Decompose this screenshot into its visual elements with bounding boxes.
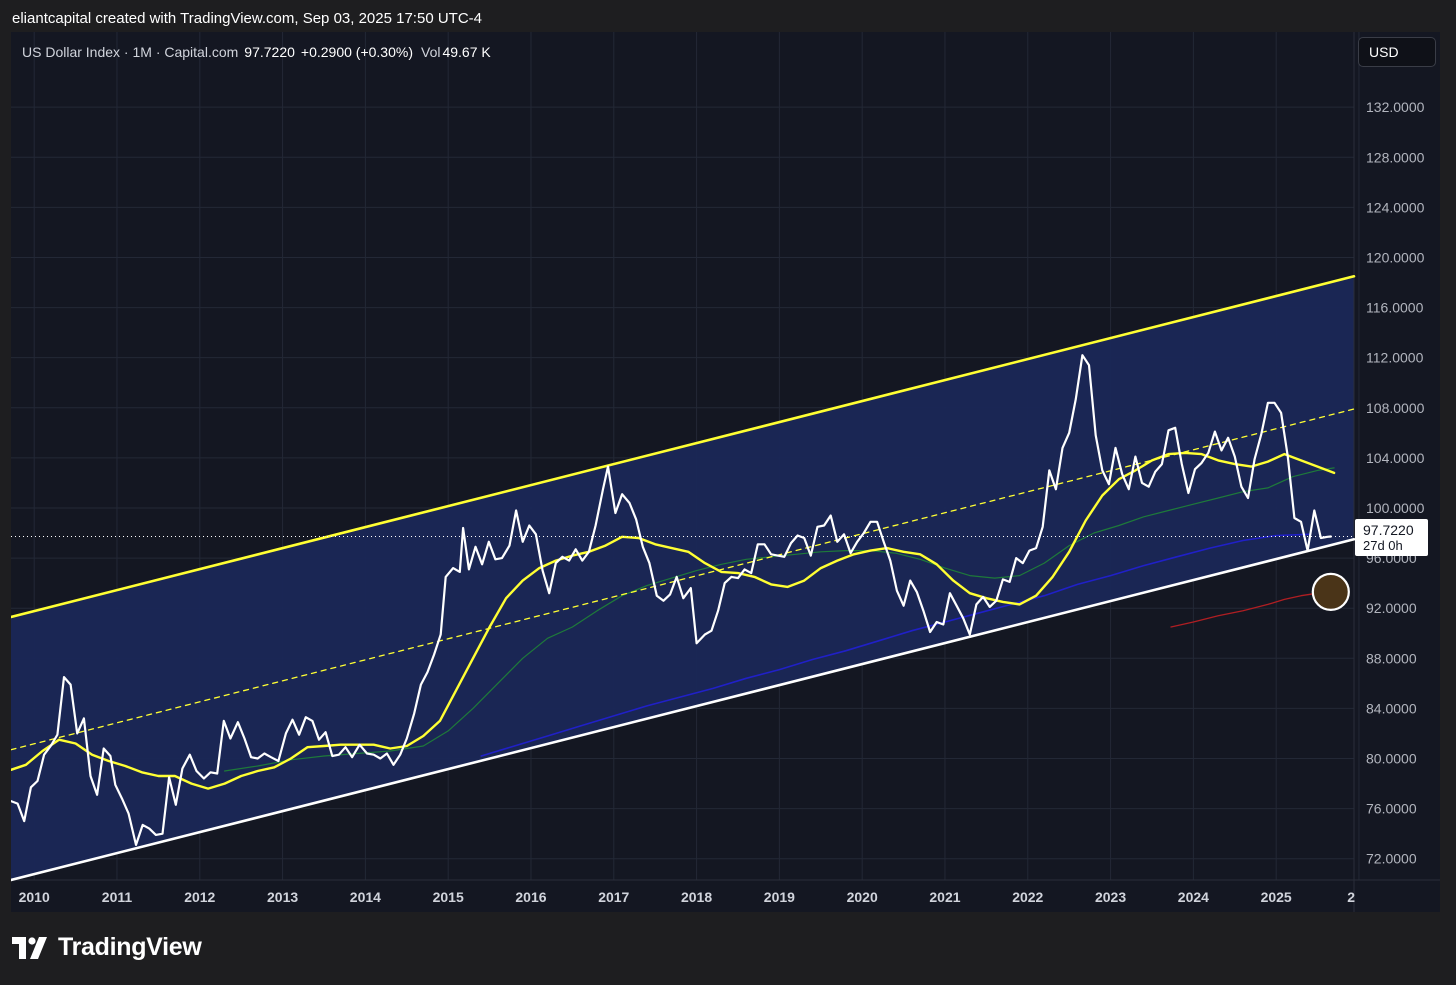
chart-area[interactable]: 72.0000 76.0000 80.0000 84.0000 88.0000 92.00… [11,32,1440,912]
x-tick-label: 2024 [1178,889,1209,905]
symbol-label[interactable]: US Dollar Index · 1M · Capital.com [22,44,239,60]
x-tick-label: 2021 [929,889,960,905]
ma-red-line [1170,592,1319,628]
y-tick-label: 116.0000 [1366,300,1424,316]
legend-vol-label: Vol [421,44,441,60]
y-tick-label: 120.0000 [1366,249,1425,265]
tradingview-wordmark: TradingView [58,933,202,961]
y-tick-label: 112.0000 [1366,350,1424,366]
x-tick-label: 2015 [433,889,464,905]
price-line [11,354,1332,847]
axis-corner [1355,881,1440,912]
y-tick-label: 72.0000 [1366,851,1417,867]
attribution-header: eliantcapital created with TradingView.c… [12,10,482,27]
legend-price: 97.7220 [244,44,295,60]
x-tick-label: 2014 [350,889,381,905]
x-tick-label: 2011 [102,889,133,905]
x-tick-label: 2017 [598,889,629,905]
currency-button[interactable]: USD [1358,37,1436,67]
x-tick-label: 2013 [267,889,298,905]
y-tick-label: 84.0000 [1366,700,1417,716]
y-tick-label: 92.0000 [1366,600,1417,616]
last-price-value: 97.7220 [1363,522,1414,538]
x-tick-label: 2010 [19,889,50,905]
channel-lower-line [11,537,1356,882]
bar-countdown: 27d 0h [1363,538,1403,553]
channel-upper-line [11,275,1356,619]
y-tick-label: 132.0000 [1366,99,1425,115]
y-tick-label: 100.0000 [1366,500,1425,516]
highlight-marker [1311,572,1350,612]
x-tick-label: 2020 [847,889,878,905]
x-tick-label: 2018 [681,889,712,905]
symbol-legend: US Dollar Index · 1M · Capital.com 97.722… [22,44,491,60]
price-chart[interactable]: 72.0000 76.0000 80.0000 84.0000 88.0000 92.00… [11,32,1440,912]
y-tick-label: 108.0000 [1366,400,1425,416]
channel-fill [11,276,1354,881]
ma-blue-line [480,533,1311,757]
tradingview-logo: TradingView [12,933,202,962]
legend-volume: 49.67 K [442,44,491,60]
x-tick-label: 2025 [1261,889,1292,905]
legend-change: +0.2900 (+0.30%) [300,44,413,60]
y-tick-label: 124.0000 [1366,199,1425,215]
y-tick-label: 88.0000 [1366,650,1417,666]
last-price-tag: 97.7220 27d 0h [1355,519,1428,556]
x-tick-label: 2023 [1095,889,1126,905]
x-tick-label: 2016 [515,889,546,905]
ma-yellow-line [11,451,1336,790]
ma-green-line [224,467,1335,772]
y-tick-label: 104.0000 [1366,450,1425,466]
x-tick-label: 2019 [764,889,795,905]
y-tick-label: 80.0000 [1366,750,1417,766]
tradingview-logo-icon [12,936,47,959]
x-tick-label: 2022 [1012,889,1043,905]
channel-mid-line [11,408,1355,751]
y-tick-label: 128.0000 [1366,149,1425,165]
y-tick-label: 76.0000 [1366,801,1417,817]
x-tick-label: 2012 [184,889,215,905]
